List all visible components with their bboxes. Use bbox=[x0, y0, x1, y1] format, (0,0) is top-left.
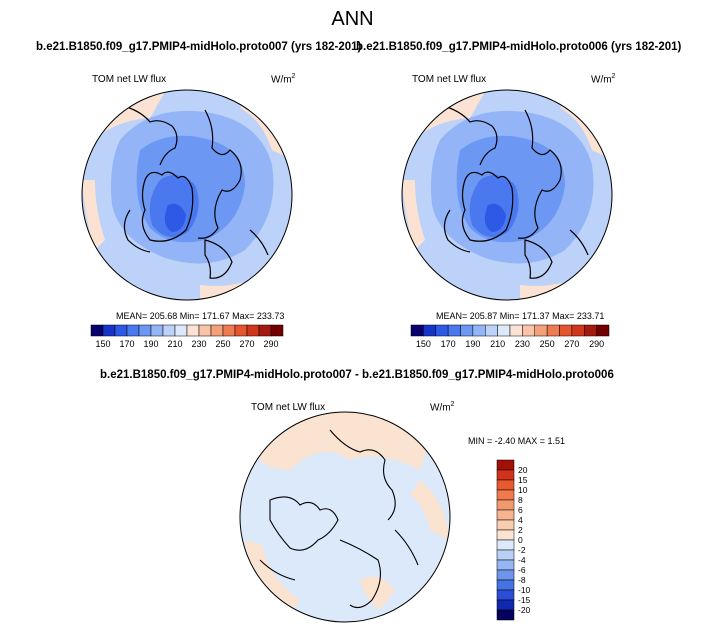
diff-title: b.e21.B1850.f09_g17.PMIP4-midHolo.proto0… bbox=[100, 369, 614, 381]
colorbar-swatch bbox=[198, 324, 212, 337]
colorbar-tick-label: 250 bbox=[215, 339, 230, 349]
colorbar-tick-label: 150 bbox=[416, 339, 431, 349]
colorbar-swatch bbox=[460, 324, 474, 337]
colorbar-swatch bbox=[559, 324, 573, 337]
colorbar-swatch bbox=[138, 324, 152, 337]
colorbar-panel-2: 150 170 190 210 230 250 270 290 bbox=[410, 324, 610, 349]
colorbar-tick-label: 210 bbox=[490, 339, 505, 349]
colorbar-tick-label: 6 bbox=[518, 505, 523, 515]
colorbar-swatch bbox=[114, 324, 128, 337]
colorbar-tick-label: 170 bbox=[119, 339, 134, 349]
colorbar-swatch bbox=[546, 324, 560, 337]
colorbar-swatch bbox=[496, 579, 515, 591]
colorbar-tick-label: 290 bbox=[263, 339, 278, 349]
colorbar-swatch bbox=[496, 469, 515, 481]
diff-variable: TOM net LW flux bbox=[251, 402, 326, 413]
colorbar-swatch bbox=[246, 324, 260, 337]
colorbar-tick-label: 190 bbox=[143, 339, 158, 349]
colorbar-tick-label: -15 bbox=[518, 595, 531, 605]
colorbar-swatch bbox=[496, 489, 515, 501]
colorbar-swatch bbox=[522, 324, 535, 337]
colorbar-swatch bbox=[496, 589, 515, 601]
colorbar-swatch bbox=[102, 324, 116, 337]
colorbar-swatch bbox=[126, 324, 140, 337]
colorbar-swatch bbox=[496, 539, 515, 551]
panel-2-units: W/m2 bbox=[591, 73, 616, 86]
colorbar-swatch bbox=[497, 324, 511, 337]
colorbar-tick-label: 10 bbox=[518, 485, 528, 495]
colorbar-swatch bbox=[509, 324, 523, 337]
diff-stats: MIN = -2.40 MAX = 1.51 bbox=[468, 436, 566, 446]
colorbar-tick-label: 210 bbox=[167, 339, 182, 349]
colorbar-tick-label: 4 bbox=[518, 515, 523, 525]
colorbar-swatch bbox=[174, 324, 188, 337]
diff-map bbox=[239, 411, 451, 623]
panel-1-variable: TOM net LW flux bbox=[92, 74, 167, 85]
colorbar-tick-label: 170 bbox=[441, 339, 456, 349]
colorbar-swatch bbox=[210, 324, 224, 337]
colorbar-tick-label: 250 bbox=[540, 339, 555, 349]
colorbar-swatch bbox=[222, 324, 236, 337]
colorbar-swatch bbox=[472, 324, 486, 337]
colorbar-tick-label: 270 bbox=[564, 339, 579, 349]
colorbar-swatch bbox=[186, 324, 200, 337]
colorbar-swatch bbox=[234, 324, 248, 337]
colorbar-tick-label: 20 bbox=[518, 465, 528, 475]
colorbar-tick-label: 290 bbox=[589, 339, 604, 349]
colorbar-swatch bbox=[258, 324, 272, 337]
colorbar-tick-label: -8 bbox=[518, 575, 526, 585]
colorbar-tick-label: 15 bbox=[518, 475, 528, 485]
colorbar-swatch bbox=[496, 569, 515, 581]
colorbar-tick-label: -4 bbox=[518, 555, 526, 565]
colorbar-swatch bbox=[596, 324, 610, 337]
figure-title: ANN bbox=[331, 8, 374, 30]
colorbar-tick-label: 230 bbox=[191, 339, 206, 349]
colorbar-swatch bbox=[496, 519, 515, 531]
colorbar-swatch bbox=[485, 324, 498, 337]
colorbar-tick-label: -20 bbox=[518, 605, 531, 615]
colorbar-tick-label: 8 bbox=[518, 495, 523, 505]
colorbar-swatch bbox=[410, 324, 424, 337]
panel-1-map bbox=[81, 89, 293, 301]
colorbar-tick-label: 150 bbox=[95, 339, 110, 349]
colorbar-swatch bbox=[496, 459, 515, 471]
panel-1-units: W/m2 bbox=[271, 73, 296, 86]
colorbar-panel-1: 150 170 190 210 230 250 270 290 bbox=[90, 324, 284, 349]
panel-2-variable: TOM net LW flux bbox=[412, 74, 487, 85]
colorbar-swatch bbox=[162, 324, 176, 337]
colorbar-swatch bbox=[435, 324, 449, 337]
colorbar-tick-label: -2 bbox=[518, 545, 526, 555]
colorbar-swatch bbox=[534, 324, 548, 337]
colorbar-swatch bbox=[496, 509, 515, 521]
colorbar-swatch bbox=[496, 479, 515, 491]
panel-2-map bbox=[401, 89, 613, 301]
panel-2-title: b.e21.B1850.f09_g17.PMIP4-midHolo.proto0… bbox=[356, 41, 682, 53]
colorbar-tick-label: -10 bbox=[518, 585, 531, 595]
colorbar-swatch bbox=[90, 324, 104, 337]
colorbar-swatch bbox=[270, 324, 284, 337]
colorbar-swatch bbox=[496, 529, 515, 541]
colorbar-tick-label: 270 bbox=[239, 339, 254, 349]
panel-1-stats: MEAN= 205.68 Min= 171.67 Max= 233.73 bbox=[116, 311, 285, 321]
colorbar-swatch bbox=[496, 499, 515, 511]
colorbar-swatch bbox=[447, 324, 461, 337]
colorbar-swatch bbox=[496, 599, 515, 611]
colorbar-swatch bbox=[496, 559, 515, 571]
colorbar-swatch bbox=[584, 324, 597, 337]
panel-2-stats: MEAN= 205.87 Min= 171.37 Max= 233.71 bbox=[436, 311, 605, 321]
colorbar-tick-label: 230 bbox=[515, 339, 530, 349]
colorbar-swatch bbox=[150, 324, 164, 337]
colorbar-swatch bbox=[423, 324, 436, 337]
colorbar-tick-label: 0 bbox=[518, 535, 523, 545]
colorbar-tick-label: 190 bbox=[465, 339, 480, 349]
colorbar-tick-label: 2 bbox=[518, 525, 523, 535]
panel-1-title: b.e21.B1850.f09_g17.PMIP4-midHolo.proto0… bbox=[36, 41, 362, 53]
diff-units: W/m2 bbox=[430, 401, 455, 414]
colorbar-swatch bbox=[571, 324, 585, 337]
colorbar-swatch bbox=[496, 549, 515, 561]
colorbar-tick-label: -6 bbox=[518, 565, 526, 575]
colorbar-swatch bbox=[496, 609, 515, 621]
